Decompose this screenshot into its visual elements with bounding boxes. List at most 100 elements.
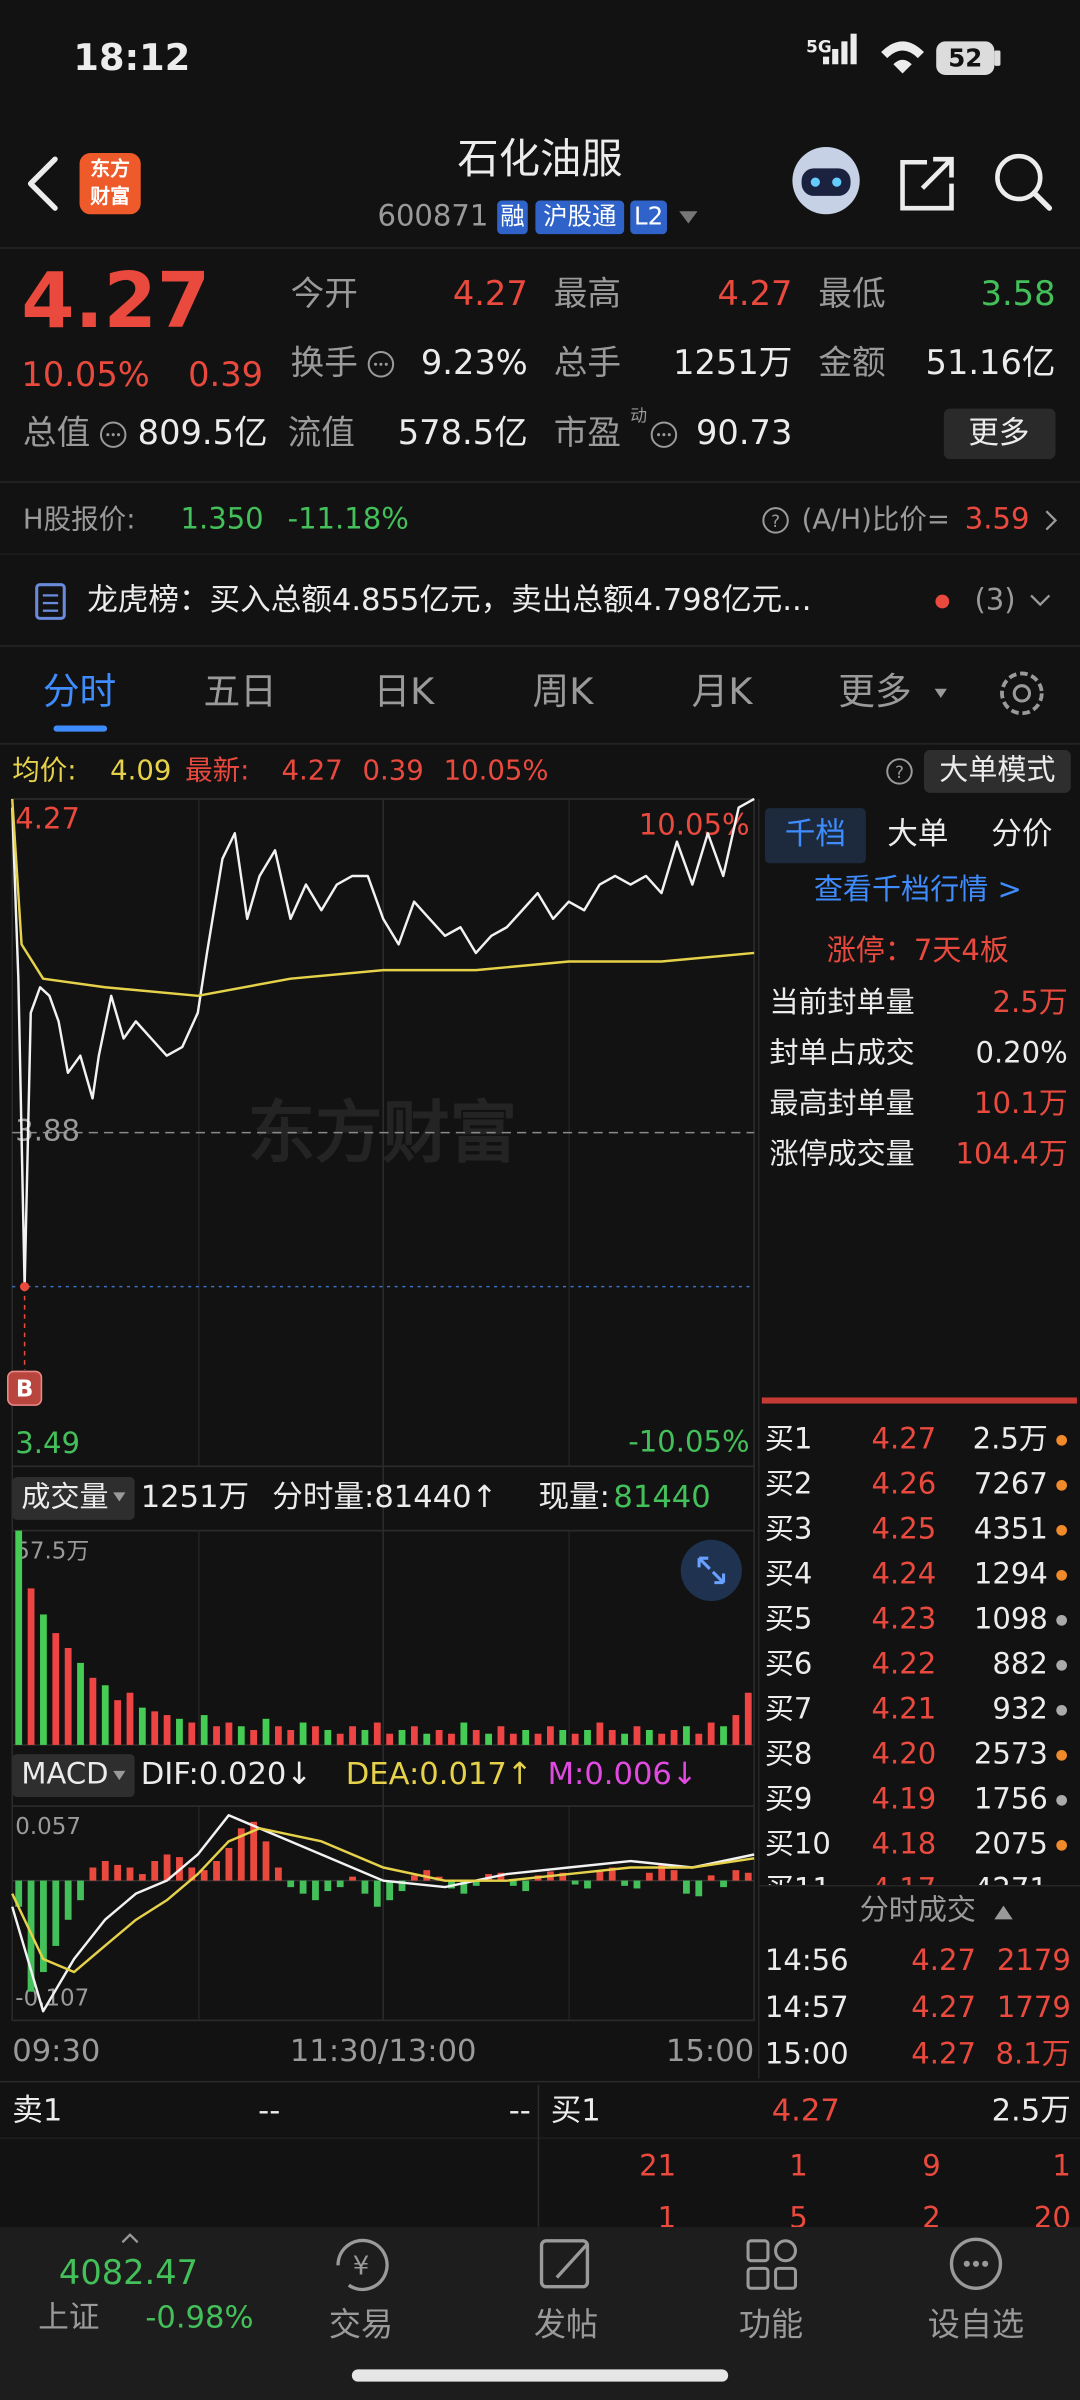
trade-volume: 1779 [997, 1990, 1071, 2024]
trade-time: 15:00 [765, 2037, 849, 2071]
list-icon [35, 583, 66, 620]
volume-bar [40, 1614, 47, 1745]
bid-price: 4.27 [872, 1421, 937, 1455]
depth-link[interactable]: 查看千档行情 > [814, 872, 1022, 906]
bid-volume: 2.5万 [973, 1421, 1048, 1455]
volume-bar [336, 1733, 344, 1745]
period-tab[interactable]: 日K [373, 670, 435, 713]
ask-volume: -- [509, 2094, 531, 2129]
side-tab[interactable]: 千档 [785, 817, 846, 852]
period-tab[interactable]: 五日 [203, 670, 276, 713]
bid-dot [1056, 1794, 1067, 1806]
macd-bar [274, 1867, 282, 1881]
volume-bar [151, 1711, 159, 1745]
bid-price: 4.24 [872, 1556, 937, 1590]
function-icon-cell [774, 2266, 797, 2290]
period-tab[interactable]: 月K [692, 670, 754, 713]
h-share-change: -11.18% [288, 501, 409, 535]
macd-bar [336, 1880, 344, 1888]
info-dot [667, 433, 671, 437]
settings-icon[interactable] [1000, 671, 1044, 716]
field-value: 9.23% [421, 343, 528, 382]
trade-volume: 2179 [997, 1943, 1071, 1977]
queue-volume: 1 [1052, 2148, 1070, 2182]
nav-label[interactable]: 发帖 [534, 2306, 598, 2344]
dragon-tiger-summary[interactable]: 龙虎榜：买入总额4.855亿元，卖出总额4.798亿元... [87, 583, 811, 618]
macd-bar [695, 1880, 703, 1897]
bid-price: 4.27 [772, 2094, 840, 2129]
period-tab[interactable]: 更多 [838, 670, 911, 713]
bid-price: 4.21 [872, 1691, 937, 1725]
field-label: 流值 [288, 413, 355, 452]
indicator-selector-label: MACD [21, 1757, 108, 1791]
last-value: 4.27 [281, 754, 342, 786]
volume-bar [237, 1726, 245, 1745]
mode-button[interactable] [923, 750, 1071, 793]
tick-volume: 分时量:81440↑ [272, 1480, 497, 1515]
function-icon-cell [746, 2239, 770, 2263]
yen-glyph: ¥ [353, 2251, 370, 2281]
bid-dot [1056, 1704, 1067, 1716]
nav-item[interactable]: 设自选 [928, 2237, 1024, 2344]
macd-bar [497, 1872, 505, 1881]
macd-bar [683, 1880, 690, 1894]
search-icon[interactable] [995, 153, 1043, 202]
bid-price: 4.19 [872, 1781, 937, 1815]
nav-item[interactable]: 功能 [739, 2239, 803, 2344]
expand-button[interactable] [680, 1539, 742, 1602]
change-percent: 10.05% [21, 355, 149, 394]
volume-bar [744, 1692, 752, 1745]
macd-bar [633, 1880, 641, 1889]
nav-item[interactable]: 发帖 [534, 2239, 598, 2344]
nav-label[interactable]: 设自选 [928, 2306, 1024, 2344]
nav-label[interactable]: 交易 [329, 2306, 393, 2344]
share-icon[interactable] [900, 156, 954, 211]
period-tab[interactable]: 周K [533, 670, 595, 713]
battery [936, 41, 995, 75]
volume-bar [138, 1707, 146, 1745]
volume-bar [126, 1692, 134, 1745]
dif-value: DIF:0.020↓ [141, 1757, 312, 1792]
bid-price: 4.20 [872, 1736, 937, 1770]
watchlist-icon [949, 2237, 1003, 2290]
bid-dot [1056, 1614, 1067, 1626]
index-name: 上证 [38, 2300, 99, 2335]
last-change: 0.39 [363, 754, 424, 786]
queue-volume: 5 [789, 2200, 807, 2234]
side-tab[interactable]: 分价 [991, 817, 1052, 852]
nav-up-arrow [121, 2233, 139, 2244]
bid-level: 买9 [765, 1781, 813, 1815]
bid-volume: 4271 [974, 1871, 1048, 1905]
macd-bar [423, 1870, 431, 1881]
index-value[interactable]: 4082.47 [59, 2253, 198, 2292]
side-tab[interactable]: 大单 [887, 817, 948, 852]
expand-chevron [1030, 594, 1051, 607]
indicator-selector[interactable] [12, 1754, 135, 1797]
nav-label[interactable]: 功能 [739, 2306, 803, 2344]
signal-bar [841, 41, 848, 65]
post-icon [539, 2239, 590, 2289]
macd-bar [126, 1867, 134, 1881]
more-button[interactable] [943, 408, 1056, 460]
volume-bar [472, 1729, 480, 1745]
battery-tip [994, 50, 1001, 66]
volume-bar [262, 1718, 270, 1745]
macd-bar [200, 1870, 208, 1881]
volume-bar [101, 1685, 109, 1745]
signal-bar [850, 33, 857, 65]
nav-item[interactable]: ¥ 交易 [329, 2238, 393, 2344]
bid-level: 买4 [765, 1556, 813, 1590]
trades-toggle[interactable] [994, 1905, 1013, 1920]
side-tab-active[interactable] [764, 808, 866, 864]
dea-value: DEA:0.017↑ [346, 1757, 533, 1792]
volume-bar [720, 1726, 727, 1745]
tag-box [497, 200, 528, 235]
limit-bar [761, 1397, 1077, 1404]
info-dot [379, 362, 383, 366]
volume-selector[interactable] [12, 1477, 135, 1520]
period-tab[interactable]: 分时 [43, 670, 116, 713]
macd-bar [559, 1872, 567, 1881]
back-button[interactable] [27, 156, 58, 211]
trades-title: 分时成交 [860, 1893, 976, 1927]
